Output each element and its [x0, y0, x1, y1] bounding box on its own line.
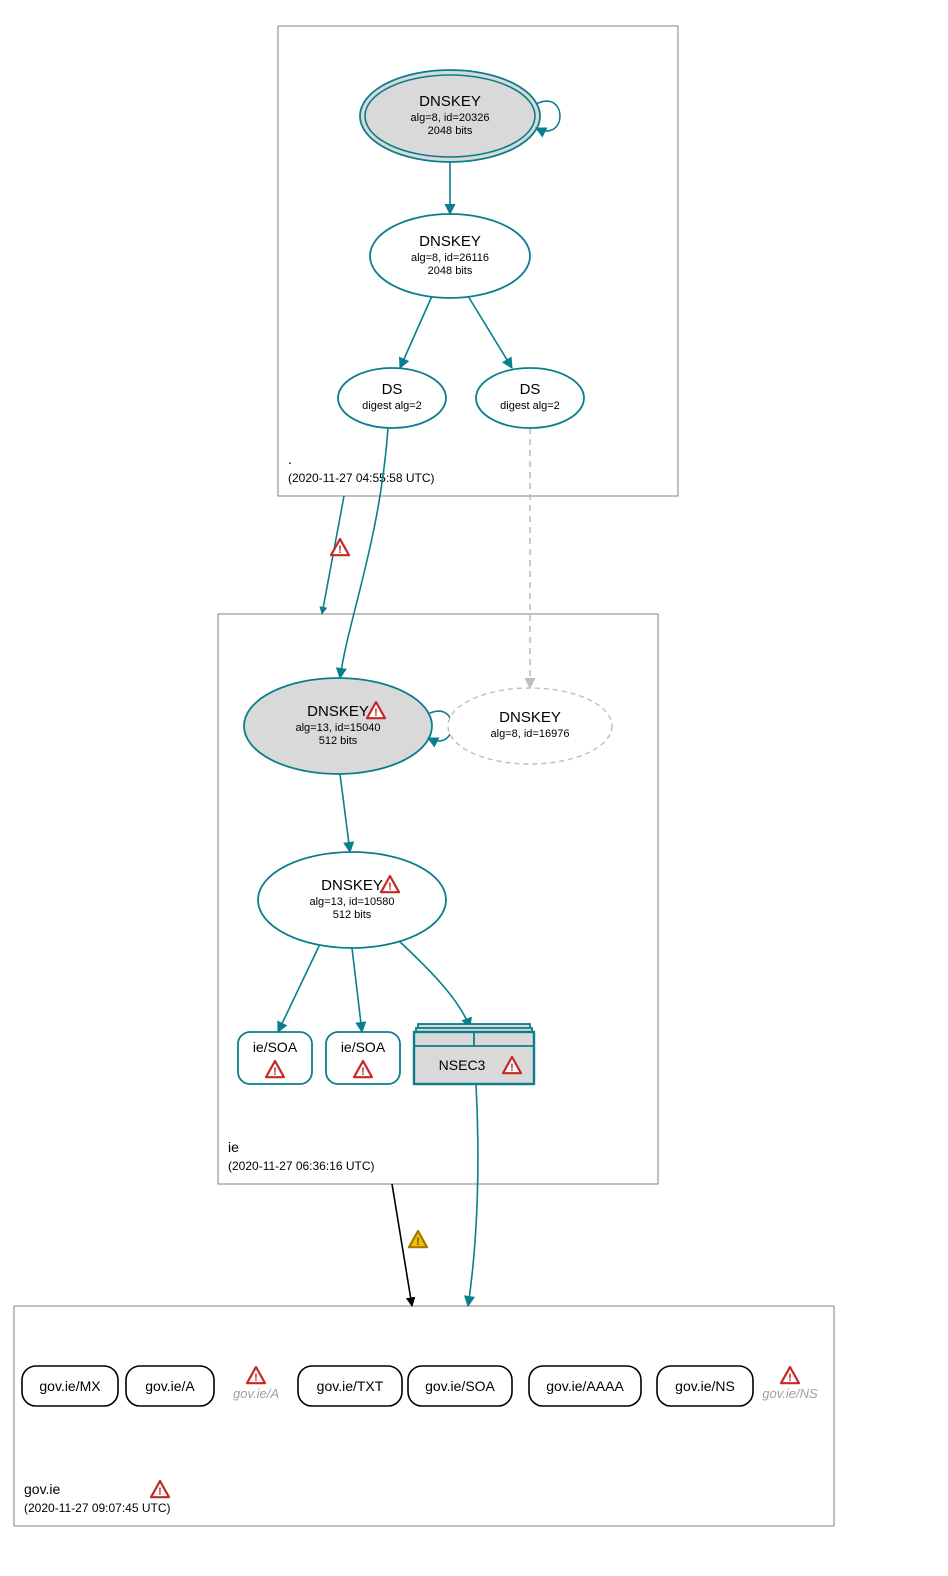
record-gov-ie-A: gov.ie/A [126, 1366, 214, 1406]
svg-text:alg=8, id=26116: alg=8, id=26116 [411, 252, 489, 264]
edge [468, 296, 512, 368]
edge [398, 940, 470, 1028]
svg-text:gov.ie: gov.ie [24, 1481, 61, 1497]
svg-text:(2020-11-27 09:07:45 UTC): (2020-11-27 09:07:45 UTC) [24, 1501, 171, 1515]
svg-text:.: . [288, 451, 292, 467]
svg-text:gov.ie/SOA: gov.ie/SOA [425, 1378, 495, 1394]
svg-text:!: ! [254, 1372, 258, 1384]
node-root_zsk: DNSKEY alg=8, id=261162048 bits [370, 214, 530, 298]
svg-text:!: ! [361, 1066, 365, 1078]
svg-text:(2020-11-27 06:36:16 UTC): (2020-11-27 06:36:16 UTC) [228, 1159, 375, 1173]
svg-text:!: ! [510, 1062, 514, 1074]
edge [400, 296, 432, 368]
zone-govie: gov.ie (2020-11-27 09:07:45 UTC) [14, 1306, 834, 1526]
svg-text:DNSKEY: DNSKEY [499, 709, 561, 726]
node-ie_ksk: DNSKEY alg=13, id=15040512 bits [244, 678, 452, 774]
node-ds1: DS digest alg=2 [338, 368, 446, 428]
svg-text:!: ! [338, 544, 342, 556]
svg-text:512 bits: 512 bits [319, 735, 358, 747]
svg-text:gov.ie/A: gov.ie/A [233, 1386, 279, 1401]
svg-text:gov.ie/NS: gov.ie/NS [675, 1378, 735, 1394]
node-ie_zsk: DNSKEY alg=13, id=10580512 bits [258, 852, 446, 948]
svg-text:DNSKEY: DNSKEY [419, 233, 481, 250]
edge [278, 944, 320, 1032]
svg-text:gov.ie/TXT: gov.ie/TXT [317, 1378, 384, 1394]
record-gov-ie-A: gov.ie/A [233, 1386, 279, 1401]
svg-text:gov.ie/A: gov.ie/A [145, 1378, 195, 1394]
svg-text:ie: ie [228, 1139, 239, 1155]
warning-icon: ! [781, 1367, 799, 1384]
svg-text:DS: DS [382, 381, 403, 398]
warning-icon: ! [409, 1231, 427, 1248]
svg-text:2048 bits: 2048 bits [428, 265, 473, 277]
svg-text:NSEC3: NSEC3 [439, 1057, 486, 1073]
node-ie_dnskey_dashed: DNSKEY alg=8, id=16976 [448, 688, 612, 764]
svg-text:DS: DS [520, 381, 541, 398]
svg-text:alg=13, id=10580: alg=13, id=10580 [309, 896, 394, 908]
record-gov-ie-SOA: gov.ie/SOA [408, 1366, 512, 1406]
record-gov-ie-NS: gov.ie/NS [657, 1366, 753, 1406]
node-ie_nsec3: NSEC3 [414, 1024, 534, 1084]
warning-icon: ! [247, 1367, 265, 1384]
node-root_ksk: DNSKEY alg=8, id=203262048 bits [360, 70, 560, 162]
svg-text:alg=8, id=20326: alg=8, id=20326 [411, 112, 490, 124]
record-gov-ie-MX: gov.ie/MX [22, 1366, 118, 1406]
svg-text:!: ! [158, 1486, 162, 1498]
edge [352, 948, 362, 1032]
svg-text:!: ! [273, 1066, 277, 1078]
svg-text:DNSKEY: DNSKEY [307, 703, 369, 720]
svg-text:DNSKEY: DNSKEY [321, 877, 383, 894]
svg-text:gov.ie/AAAA: gov.ie/AAAA [546, 1378, 624, 1394]
edge [340, 774, 350, 852]
warning-icon: ! [151, 1481, 169, 1498]
svg-text:!: ! [788, 1372, 792, 1384]
svg-text:digest alg=2: digest alg=2 [362, 400, 422, 412]
svg-text:!: ! [374, 707, 378, 719]
svg-text:gov.ie/NS: gov.ie/NS [762, 1386, 818, 1401]
svg-text:alg=13, id=15040: alg=13, id=15040 [295, 722, 380, 734]
record-gov-ie-TXT: gov.ie/TXT [298, 1366, 402, 1406]
svg-text:!: ! [388, 881, 392, 893]
svg-text:ie/SOA: ie/SOA [341, 1039, 386, 1055]
svg-text:digest alg=2: digest alg=2 [500, 400, 560, 412]
svg-text:DNSKEY: DNSKEY [419, 93, 481, 110]
svg-text:gov.ie/MX: gov.ie/MX [39, 1378, 101, 1394]
svg-text:alg=8, id=16976: alg=8, id=16976 [491, 728, 570, 740]
svg-text:2048 bits: 2048 bits [428, 125, 473, 137]
svg-text:512 bits: 512 bits [333, 909, 372, 921]
node-ds2: DS digest alg=2 [476, 368, 584, 428]
svg-text:!: ! [416, 1236, 420, 1248]
edge [468, 1084, 478, 1306]
svg-text:ie/SOA: ie/SOA [253, 1039, 298, 1055]
svg-text:(2020-11-27 04:55:58 UTC): (2020-11-27 04:55:58 UTC) [288, 471, 435, 485]
record-gov-ie-AAAA: gov.ie/AAAA [529, 1366, 641, 1406]
record-gov-ie-NS: gov.ie/NS [762, 1386, 818, 1401]
